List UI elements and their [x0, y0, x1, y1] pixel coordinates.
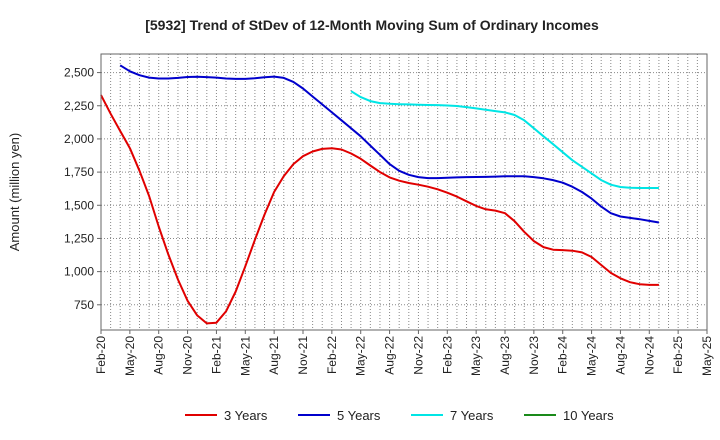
y-tick-label: 2,500	[64, 66, 94, 80]
x-tick-label: Nov-22	[411, 336, 425, 375]
series-line-2	[119, 64, 660, 224]
x-tick-label: Aug-21	[267, 336, 281, 375]
plot-frame	[100, 53, 708, 331]
legend-label-2: 5 Years	[337, 408, 381, 423]
x-tick-label: May-21	[238, 336, 252, 376]
y-tick-label: 1,500	[64, 198, 94, 212]
x-tick-label: May-24	[585, 336, 599, 376]
x-tick-label: Feb-21	[209, 336, 223, 374]
chart-title: [5932] Trend of StDev of 12-Month Moving…	[145, 17, 599, 33]
x-tick-label: Nov-21	[296, 336, 310, 375]
y-tick-label: 1,750	[64, 165, 94, 179]
legend: 3 Years 5 Years 7 Years 10 Years	[185, 408, 614, 423]
x-tick-label: Feb-25	[671, 336, 685, 374]
x-tick-label: Aug-23	[498, 336, 512, 375]
x-tick-label: Feb-22	[325, 336, 339, 374]
legend-label-1: 3 Years	[224, 408, 268, 423]
x-tick-label: Aug-22	[383, 336, 397, 375]
x-tick-label: Nov-23	[527, 336, 541, 375]
y-tick-label: 750	[74, 298, 94, 312]
x-tick-label: Feb-24	[556, 336, 570, 374]
y-tick-label: 1,250	[64, 231, 94, 245]
x-tick-label: May-22	[354, 336, 368, 376]
x-tick-label: Feb-20	[94, 336, 108, 374]
x-tick-label: May-23	[469, 336, 483, 376]
x-tick-label: Nov-24	[642, 336, 656, 375]
legend-label-4: 10 Years	[563, 408, 614, 423]
y-ticks: 750 1,000 1,250 1,500 1,750 2,000 2,250 2,500	[64, 66, 101, 312]
y-tick-label: 1,000	[64, 265, 94, 279]
x-tick-label: Aug-24	[613, 336, 627, 375]
y-tick-label: 2,000	[64, 132, 94, 146]
series-line-3	[350, 90, 659, 189]
legend-label-3: 7 Years	[450, 408, 494, 423]
y-tick-label: 2,250	[64, 99, 94, 113]
series-layer	[100, 64, 660, 325]
x-tick-label: Nov-20	[181, 336, 195, 375]
series-line-1	[100, 94, 659, 325]
x-tick-label: Aug-20	[152, 336, 166, 375]
grid	[100, 54, 708, 330]
y-axis-label: Amount (million yen)	[7, 133, 22, 252]
x-tick-label: May-20	[123, 336, 137, 376]
x-ticks: Feb-20 May-20 Aug-20 Nov-20 Feb-21 May-21 Aug-…	[94, 330, 714, 376]
x-tick-label: May-25	[700, 336, 714, 376]
x-tick-label: Feb-23	[440, 336, 454, 374]
